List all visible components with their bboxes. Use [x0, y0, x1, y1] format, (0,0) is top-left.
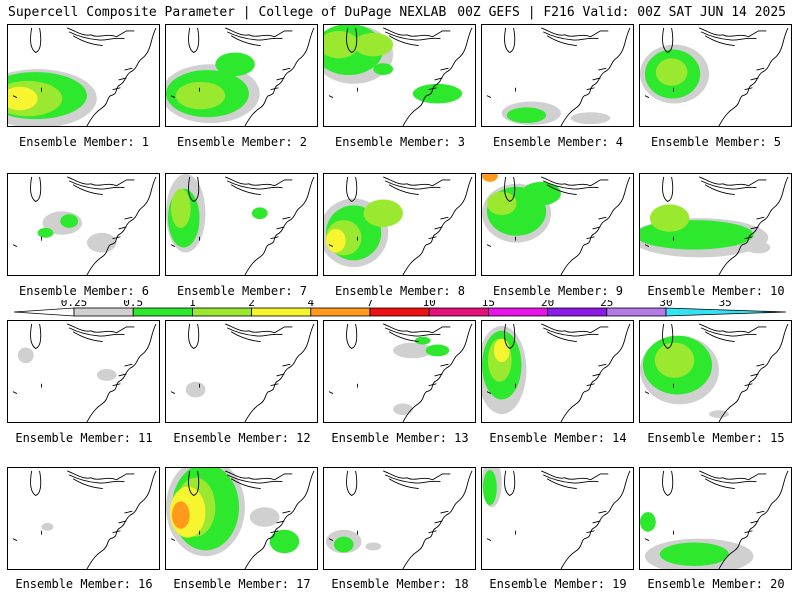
scale-swatch: [428, 307, 489, 317]
color-scale-bar: 0.25 0.5 1 2 4 7 10 15 20 25 30 35: [14, 300, 786, 317]
ensemble-member-label: Ensemble Member: 18: [331, 577, 469, 591]
scale-swatch: [73, 307, 134, 317]
ensemble-member-label: Ensemble Member: 8: [334, 284, 466, 298]
scale-swatch: [132, 307, 193, 317]
ensemble-member-label: Ensemble Member: 13: [331, 431, 469, 445]
ensemble-member-label: Ensemble Member: 1: [18, 135, 150, 149]
scale-tick-label: 2: [248, 300, 255, 309]
ensemble-member-map: [165, 173, 318, 276]
ensemble-member-label: Ensemble Member: 3: [334, 135, 466, 149]
ensemble-member-map: [323, 320, 476, 423]
scale-tick-label: 7: [367, 300, 374, 309]
ensemble-member-label: Ensemble Member: 9: [492, 284, 624, 298]
ensemble-member-label: Ensemble Member: 16: [15, 577, 153, 591]
scale-right-arrow: [665, 307, 786, 317]
ensemble-member-map: [481, 24, 634, 127]
ensemble-member-map: [639, 24, 792, 127]
valid-time: 00Z GEFS | F216 Valid: 00Z SAT JUN 14 20…: [457, 5, 786, 20]
ensemble-member-label: Ensemble Member: 2: [176, 135, 308, 149]
ensemble-member-map: [323, 173, 476, 276]
ensemble-member-label: Ensemble Member: 4: [492, 135, 624, 149]
map-title: Supercell Composite Parameter | College …: [8, 5, 447, 20]
scale-swatch: [369, 307, 430, 317]
scale-tick-label: 35: [719, 300, 732, 309]
ensemble-member-map: [7, 320, 160, 423]
ensemble-member-label: Ensemble Member: 11: [15, 431, 153, 445]
ensemble-member-map: [7, 467, 160, 570]
ensemble-member-label: Ensemble Member: 19: [489, 577, 627, 591]
scale-swatch: [606, 307, 667, 317]
ensemble-member-map: [7, 24, 160, 127]
ensemble-member-label: Ensemble Member: 12: [173, 431, 311, 445]
ensemble-member-map: [323, 467, 476, 570]
scale-tick-label: 20: [541, 300, 554, 309]
scale-tick-label: 1: [189, 300, 196, 309]
ensemble-member-map: [639, 467, 792, 570]
scale-tick-label: 0.25: [61, 300, 88, 309]
ensemble-member-label: Ensemble Member: 10: [647, 284, 785, 298]
ensemble-member-map: [323, 24, 476, 127]
scale-left-arrow: [14, 307, 75, 317]
ensemble-member-label: Ensemble Member: 17: [173, 577, 311, 591]
ensemble-member-label: Ensemble Member: 20: [647, 577, 785, 591]
scale-tick-label: 0.5: [123, 300, 143, 309]
ensemble-member-map: [481, 320, 634, 423]
ensemble-member-label: Ensemble Member: 6: [18, 284, 150, 298]
ensemble-member-label: Ensemble Member: 14: [489, 431, 627, 445]
ensemble-member-label: Ensemble Member: 15: [647, 431, 785, 445]
ensemble-member-label: Ensemble Member: 7: [176, 284, 308, 298]
ensemble-member-map: [165, 320, 318, 423]
scale-tick-label: 25: [600, 300, 613, 309]
scale-swatch: [251, 307, 312, 317]
scale-tick-label: 4: [307, 300, 314, 309]
ensemble-member-map: [481, 467, 634, 570]
scale-swatch: [487, 307, 548, 317]
scale-swatch: [310, 307, 371, 317]
ensemble-member-map: [639, 173, 792, 276]
scale-swatch: [547, 307, 608, 317]
ensemble-member-map: [165, 467, 318, 570]
ensemble-member-map: [165, 24, 318, 127]
ensemble-member-map: [639, 320, 792, 423]
scale-tick-label: 15: [482, 300, 495, 309]
ensemble-member-label: Ensemble Member: 5: [650, 135, 782, 149]
scale-tick-label: 10: [423, 300, 436, 309]
scale-swatch: [191, 307, 252, 317]
ensemble-member-map: [7, 173, 160, 276]
ensemble-member-map: [481, 173, 634, 276]
scale-tick-label: 30: [659, 300, 672, 309]
